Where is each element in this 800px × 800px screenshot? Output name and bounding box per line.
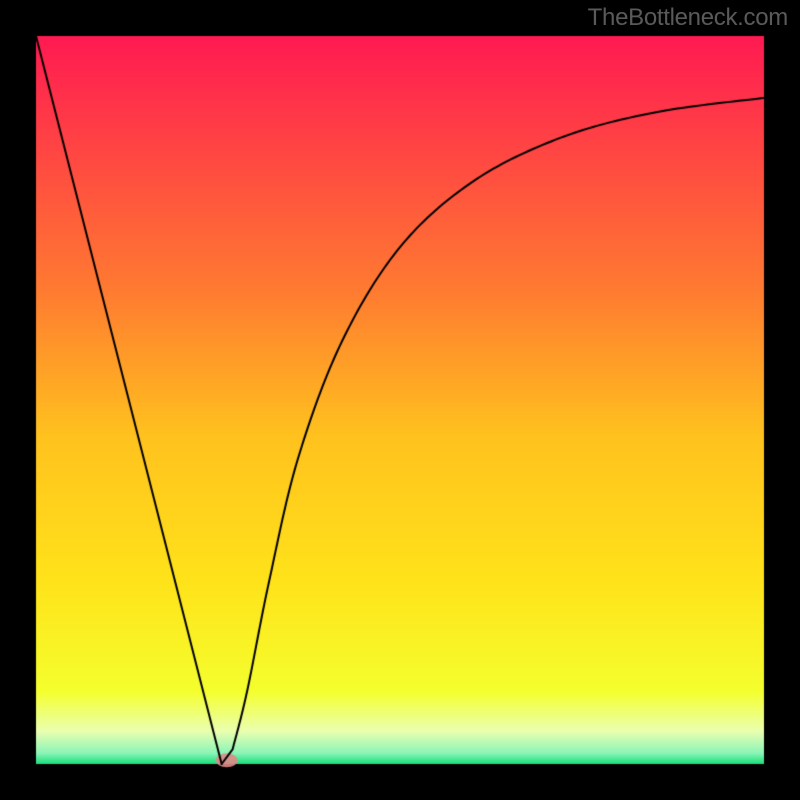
gradient-chart-canvas: [0, 0, 800, 800]
watermark-text: TheBottleneck.com: [588, 4, 788, 32]
chart-container: TheBottleneck.com: [0, 0, 800, 800]
